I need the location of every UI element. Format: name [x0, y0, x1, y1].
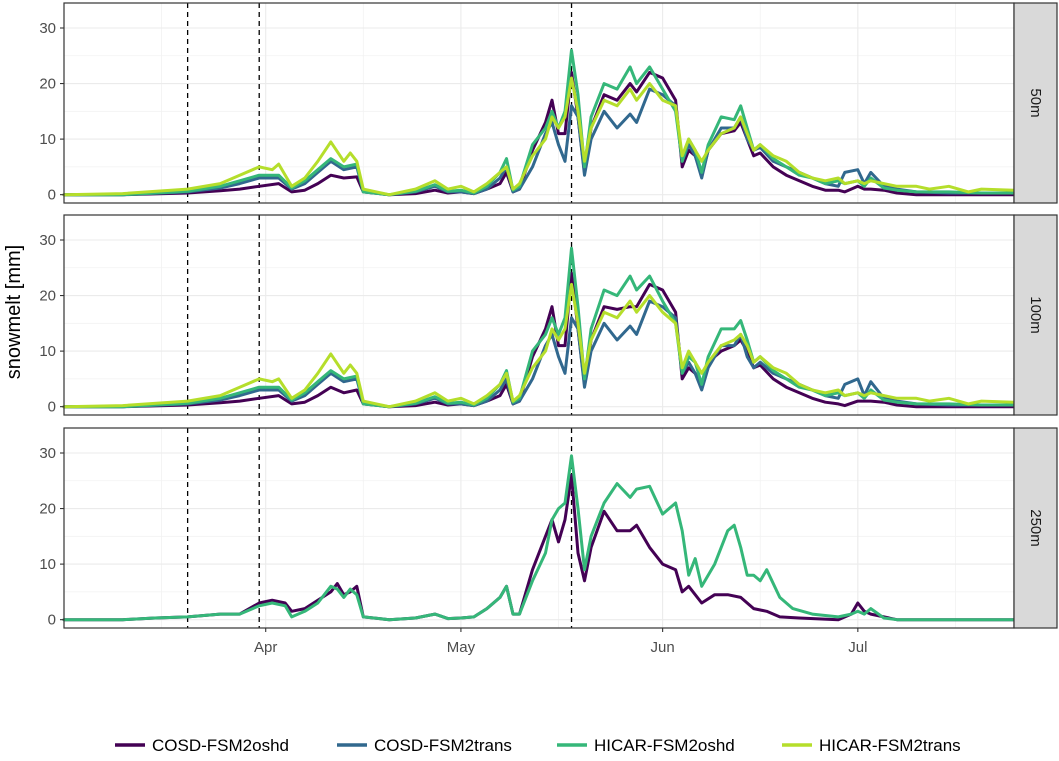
y-tick-label: 30 [39, 445, 56, 462]
facet-panel-50m: 0 10 20 30 50m [39, 2, 1058, 204]
y-tick-label: 10 [39, 556, 56, 573]
facet-strip-label: 100m [1027, 296, 1044, 334]
x-tick-label: Jul [848, 639, 867, 656]
series-line-HICAR-FSM2trans [62, 76, 1016, 197]
x-tick-label: Apr [254, 639, 277, 656]
series-line-HICAR-FSM2oshd [62, 246, 1016, 409]
legend-label: HICAR-FSM2oshd [594, 736, 735, 755]
y-tick-label: 20 [39, 288, 56, 305]
series-line-HICAR-FSM2oshd [62, 454, 1016, 622]
y-tick-label: 0 [48, 612, 56, 629]
x-tick-label: Jun [651, 639, 675, 656]
y-tick-label: 0 [48, 187, 56, 204]
y-tick-label: 10 [39, 343, 56, 360]
facet-panel-250m: 0 10 20 30 250m [39, 427, 1058, 629]
y-tick-label: 10 [39, 131, 56, 148]
series-line-HICAR-FSM2oshd [62, 48, 1016, 197]
legend-label: COSD-FSM2trans [374, 736, 512, 755]
facet-strip [1013, 427, 1058, 629]
legend-label: COSD-FSM2oshd [152, 736, 289, 755]
facet-panel-100m: 0 10 20 30 100m [39, 214, 1058, 416]
y-tick-label: 30 [39, 232, 56, 249]
facet-strip-label: 250m [1027, 509, 1044, 547]
legend-label: HICAR-FSM2trans [819, 736, 961, 755]
facet-strip [1013, 2, 1058, 204]
panel-background [64, 428, 1014, 628]
y-tick-label: 20 [39, 76, 56, 93]
legend-item: HICAR-FSM2trans [782, 736, 961, 755]
facet-strip-label: 50m [1027, 88, 1044, 117]
y-tick-label: 30 [39, 20, 56, 37]
legend-item: HICAR-FSM2oshd [557, 736, 735, 755]
legend-item: COSD-FSM2oshd [115, 736, 289, 755]
y-tick-label: 0 [48, 399, 56, 416]
panel-background [64, 215, 1014, 415]
legend: COSD-FSM2oshd COSD-FSM2trans HICAR-FSM2osh… [115, 736, 961, 755]
series-line-HICAR-FSM2trans [62, 282, 1016, 409]
legend-item: COSD-FSM2trans [337, 736, 512, 755]
y-axis-title: snowmelt [mm] [3, 245, 25, 379]
facet-strip [1013, 214, 1058, 416]
y-tick-label: 20 [39, 501, 56, 518]
x-tick-label: May [447, 639, 476, 656]
